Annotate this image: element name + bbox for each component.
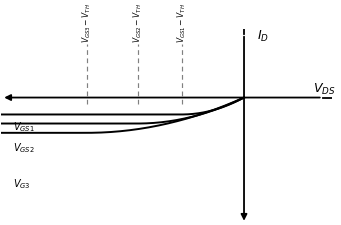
Text: $V_{GS1}-V_{TH}$: $V_{GS1}-V_{TH}$: [175, 3, 188, 43]
Text: $V_{GS3}-V_{TH}$: $V_{GS3}-V_{TH}$: [80, 3, 93, 43]
Text: $V_{GS2}-V_{TH}$: $V_{GS2}-V_{TH}$: [132, 3, 144, 43]
Text: $V_{GS1}$: $V_{GS1}$: [13, 120, 35, 134]
Text: $V_{G3}$: $V_{G3}$: [13, 177, 31, 191]
Text: $V_{GS2}$: $V_{GS2}$: [13, 141, 35, 155]
Text: $I_D$: $I_D$: [256, 29, 268, 44]
Text: $V_{DS}$: $V_{DS}$: [313, 82, 336, 97]
